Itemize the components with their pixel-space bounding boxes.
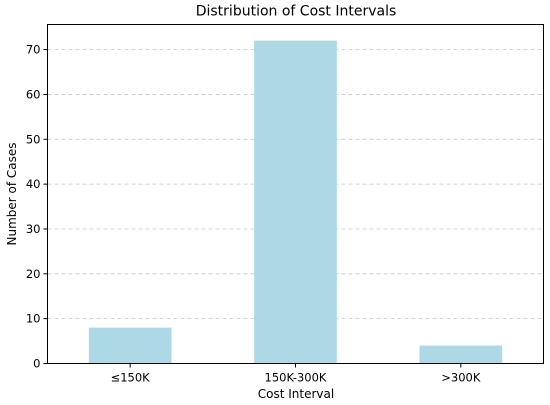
- y-tick-label: 50: [26, 132, 41, 146]
- bars: [88, 40, 503, 364]
- x-axis-ticks: ≤150K 150K-300K >300K: [111, 363, 481, 385]
- y-tick-label: 10: [26, 312, 41, 326]
- x-tick-label: ≤150K: [111, 371, 151, 385]
- y-axis-ticks: 0 10 20 30 40 50 60 70: [26, 43, 48, 371]
- bar-1: [254, 40, 337, 364]
- x-tick-label: 150K-300K: [265, 371, 327, 385]
- y-tick-label: 70: [26, 43, 41, 57]
- y-tick-label: 40: [26, 177, 41, 191]
- y-tick-label: 0: [33, 357, 40, 371]
- y-tick-label: 30: [26, 222, 41, 236]
- y-tick-label: 60: [26, 87, 41, 101]
- bar-0: [88, 327, 172, 364]
- x-axis-label: Cost Interval: [258, 387, 334, 401]
- bar-2: [419, 345, 503, 364]
- chart-title: Distribution of Cost Intervals: [196, 4, 397, 20]
- x-tick-label: >300K: [441, 371, 481, 385]
- y-axis-label: Number of Cases: [5, 142, 19, 245]
- y-tick-label: 20: [26, 267, 41, 281]
